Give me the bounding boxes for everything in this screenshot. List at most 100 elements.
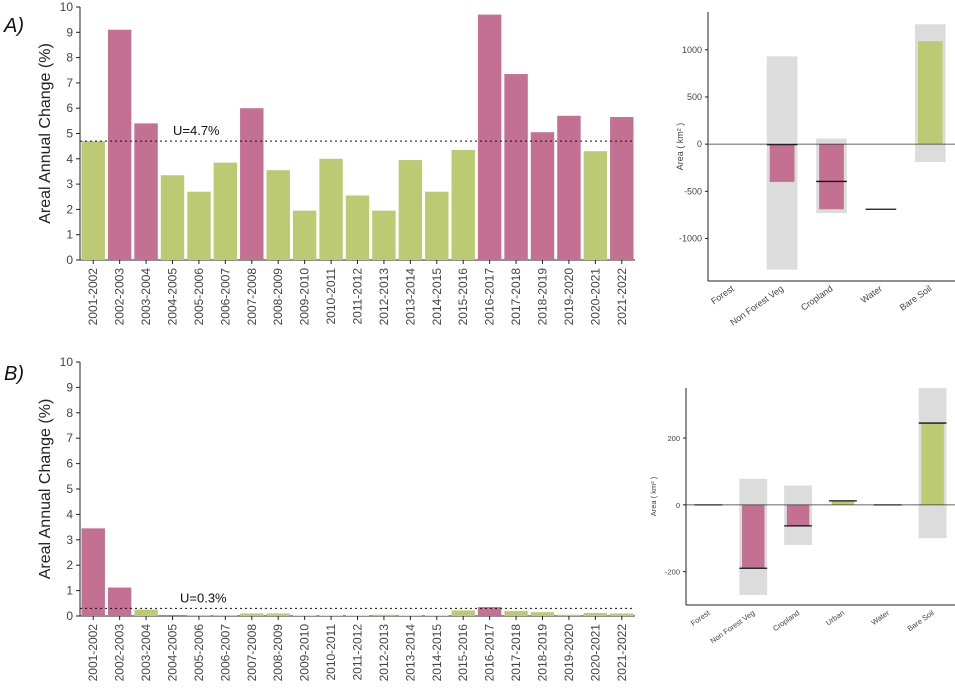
x-tick-label: Urban [824, 608, 846, 627]
x-tick-label: Forest [709, 283, 736, 306]
bar-2001-2002 [81, 528, 105, 616]
x-tick-label: 2006-2007 [218, 624, 232, 682]
x-tick-label: 2016-2017 [483, 624, 497, 682]
bar-2013-2014 [398, 160, 423, 260]
y-tick-label: 9 [66, 380, 73, 394]
x-tick-label: 2008-2009 [271, 624, 285, 682]
x-tick-label: 2008-2009 [271, 268, 285, 326]
bar-2015-2016 [451, 610, 475, 616]
bar-2007-2008 [240, 613, 264, 616]
x-tick-label: 2002-2003 [113, 268, 127, 326]
x-tick-label: 2003-2004 [139, 624, 153, 682]
bar-2018-2019 [530, 612, 555, 616]
bar-2012-2013 [372, 210, 396, 260]
x-tick-label: 2011-2012 [351, 624, 365, 681]
y-tick-label: 10 [60, 0, 74, 14]
x-tick-label: 2018-2019 [536, 268, 550, 326]
x-tick-label: 2017-2018 [509, 268, 523, 326]
x-tick-label: 2014-2015 [430, 268, 444, 326]
x-tick-label: 2012-2013 [377, 268, 391, 326]
y-tick-label: 8 [66, 51, 73, 65]
bar-2020-2021 [583, 612, 608, 616]
y-tick-label: 500 [687, 92, 702, 102]
x-tick-label: 2009-2010 [298, 268, 312, 326]
y-tick-label: 6 [66, 457, 73, 471]
bar-Non Forest Veg [742, 504, 765, 569]
bar-2001-2002 [81, 141, 105, 260]
x-tick-label: Bare Soil [898, 283, 934, 312]
x-tick-label: Forest [689, 608, 712, 628]
bar-2005-2006 [187, 191, 211, 260]
bar-2004-2005 [160, 175, 185, 260]
y-tick-label: 1000 [682, 45, 702, 55]
x-tick-label: 2005-2006 [192, 624, 206, 682]
bar-2021-2022 [610, 613, 634, 616]
bar-Bare Soil [921, 423, 944, 505]
x-tick-label: 2001-2002 [86, 624, 100, 682]
panel-label-a: A) [3, 15, 24, 37]
x-tick-label: 2002-2003 [113, 624, 127, 682]
y-tick-label: 0 [66, 609, 73, 623]
y-tick-label: 4 [66, 152, 73, 166]
x-tick-label: Water [859, 283, 884, 305]
x-tick-label: 2020-2021 [588, 268, 602, 326]
bar-2002-2003 [107, 29, 132, 260]
y-axis-title: Areal Annual Change (%) [37, 43, 54, 224]
bar-2003-2004 [134, 609, 158, 616]
y-tick-label: 8 [66, 406, 73, 420]
y-tick-label: 1 [66, 584, 73, 598]
bar-Non Forest Veg [769, 144, 795, 182]
y-tick-label: -500 [684, 186, 702, 196]
bar-2019-2020 [557, 614, 581, 616]
panel-label-b: B) [4, 363, 24, 385]
bar-2013-2014 [398, 615, 423, 616]
bar-2018-2019 [530, 132, 555, 260]
y-tick-label: 10 [60, 355, 74, 369]
bar-Bare Soil [917, 41, 943, 145]
y-axis-title: Area ( km² ) [675, 123, 685, 171]
x-tick-label: 2015-2016 [456, 268, 470, 326]
bar-2014-2015 [425, 615, 449, 616]
x-tick-label: 2019-2020 [562, 624, 576, 682]
y-tick-label: 2 [66, 202, 73, 216]
y-tick-label: 7 [66, 431, 73, 445]
x-tick-label: Water [870, 608, 892, 627]
chart-b-annual-change: 0 1 2 3 4 5 6 7 8 9 10 2001-2002 2002-2003 2003-2004 2… [37, 355, 635, 681]
bar-2008-2009 [266, 170, 290, 260]
x-tick-label: Cropland [771, 608, 801, 633]
y-tick-label: 5 [66, 482, 73, 496]
x-tick-label: 2014-2015 [430, 624, 444, 682]
y-tick-label: 4 [66, 507, 73, 521]
bar-2009-2010 [292, 615, 317, 616]
y-tick-label: 0 [697, 139, 702, 149]
bar-2006-2007 [213, 162, 238, 260]
x-tick-label: Cropland [799, 283, 835, 312]
bar-Urban [831, 500, 855, 505]
bar-2012-2013 [372, 614, 396, 616]
bar-2016-2017 [477, 607, 502, 616]
x-tick-label: 2015-2016 [456, 624, 470, 682]
x-tick-label: 2017-2018 [509, 624, 523, 682]
x-tick-label: 2018-2019 [536, 624, 550, 682]
y-tick-label: 5 [66, 127, 73, 141]
y-tick-label: 0 [66, 253, 73, 267]
bar-2010-2011 [319, 615, 343, 616]
x-tick-label: 2007-2008 [245, 268, 259, 326]
x-tick-label: 2020-2021 [588, 624, 602, 682]
x-tick-label: 2021-2022 [615, 268, 629, 326]
x-tick-label: Bare Soil [906, 608, 936, 633]
chart-a-annual-change: 0 1 2 3 4 5 6 7 8 9 10 2001-2002 2002-2003 2003-2004 2… [37, 0, 635, 325]
x-tick-label: 2004-2005 [166, 624, 180, 682]
bar-2005-2006 [187, 615, 211, 616]
bar-2002-2003 [107, 587, 132, 616]
x-tick-label: 2021-2022 [615, 624, 629, 682]
y-tick-label: 2 [66, 558, 73, 572]
y-tick-label: -200 [665, 568, 680, 577]
bar-2007-2008 [240, 108, 264, 260]
bar-2003-2004 [134, 123, 158, 260]
bar-2021-2022 [610, 117, 634, 261]
x-tick-label: 2004-2005 [166, 268, 180, 326]
